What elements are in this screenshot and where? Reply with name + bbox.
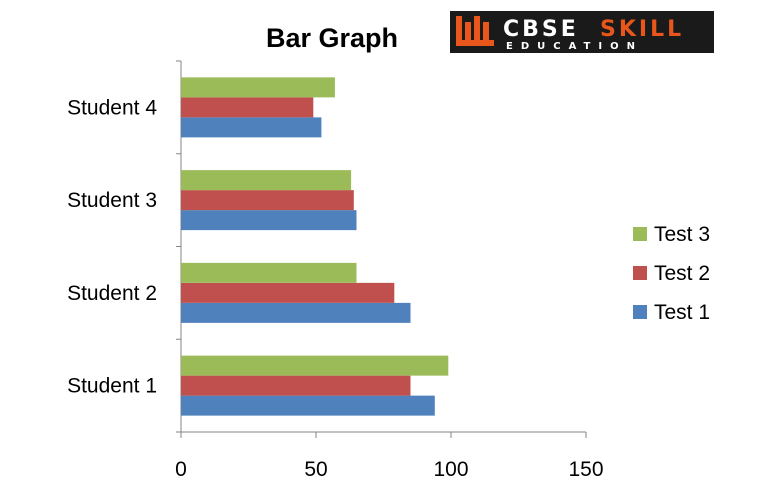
logo-text-cbse: CBSE [503,17,579,42]
logo-text-education: EDUCATION [506,41,643,52]
legend-label-test-1: Test 1 [654,301,710,324]
category-labels: Student 1 Student 2 Student 3 Student 4 [67,96,157,397]
bar-student-1-test-1 [181,395,435,416]
value-tick-label: 50 [304,458,327,481]
bar-student-2-test-3 [181,262,357,283]
bar-student-2-test-1 [181,302,411,323]
value-tick-label: 100 [433,458,468,481]
value-tick-label: 0 [175,458,187,481]
bar-student-2-test-2 [181,282,395,303]
logo-icon [456,16,494,46]
bar-student-1-test-3 [181,355,449,376]
value-ticks [180,432,587,438]
value-tick-label: 150 [568,458,603,481]
category-label: Student 2 [67,282,157,305]
chart-title: Bar Graph [266,23,398,53]
bar-student-4-test-1 [181,117,322,138]
bar-student-4-test-2 [181,97,314,118]
legend-swatch-test-2 [633,266,647,280]
logo-text-skill: SKILL [600,17,684,42]
category-label: Student 4 [67,96,157,119]
category-label: Student 1 [67,375,157,398]
bar-student-1-test-2 [181,375,411,396]
legend-label-test-2: Test 2 [654,262,710,285]
legend-label-test-3: Test 3 [654,223,710,246]
category-ticks [176,60,181,433]
bar-student-3-test-1 [181,210,357,231]
bar-student-3-test-2 [181,190,354,211]
value-labels: 0 50 100 150 [175,458,603,481]
legend-swatch-test-3 [633,227,647,241]
bar-student-4-test-3 [181,77,335,98]
category-label: Student 3 [67,189,157,212]
legend: Test 3 Test 2 Test 1 [633,223,710,324]
bar-student-3-test-3 [181,170,352,191]
brand-logo: CBSE SKILL EDUCATION [450,11,714,53]
bars [181,77,449,416]
legend-swatch-test-1 [633,305,647,319]
